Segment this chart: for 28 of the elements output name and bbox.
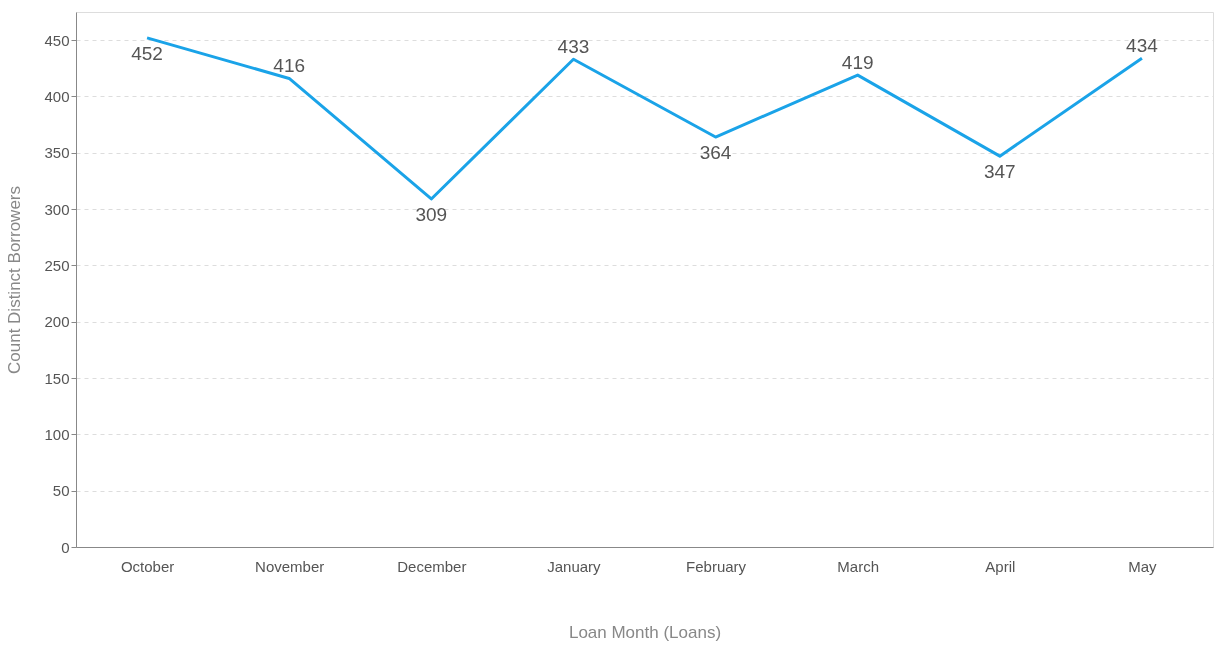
x-tick-label: April	[985, 557, 1016, 575]
data-label: 452	[131, 42, 163, 64]
y-tick-label: 350	[44, 144, 70, 162]
y-tick-label: 100	[44, 425, 70, 443]
data-label: 416	[273, 55, 306, 77]
x-tick-label: October	[120, 557, 175, 575]
y-tick-label: 150	[44, 369, 70, 387]
data-label: 419	[841, 52, 874, 74]
data-label: 434	[1126, 35, 1159, 57]
y-tick-label: 200	[44, 313, 70, 331]
data-label: 364	[699, 142, 732, 164]
x-axis-title: Loan Month (Loans)	[568, 622, 722, 642]
x-tick-label: January	[547, 557, 602, 575]
y-tick-label: 300	[44, 200, 70, 218]
data-label: 309	[415, 203, 448, 225]
y-tick-label: 50	[52, 482, 70, 500]
x-tick-label: November	[255, 557, 325, 575]
y-tick-label: 0	[61, 538, 70, 556]
x-tick-label: May	[1128, 557, 1158, 575]
x-tick-label: December	[397, 557, 467, 575]
data-label: 433	[557, 36, 590, 58]
y-axis-title: Count Distinct Borrowers	[5, 185, 25, 375]
y-tick-label: 400	[44, 87, 70, 105]
data-label: 347	[983, 161, 1016, 183]
y-tick-label: 250	[44, 256, 70, 274]
x-tick-label: March	[837, 557, 880, 575]
x-tick-label: February	[686, 557, 747, 575]
y-tick-label: 450	[44, 31, 70, 49]
